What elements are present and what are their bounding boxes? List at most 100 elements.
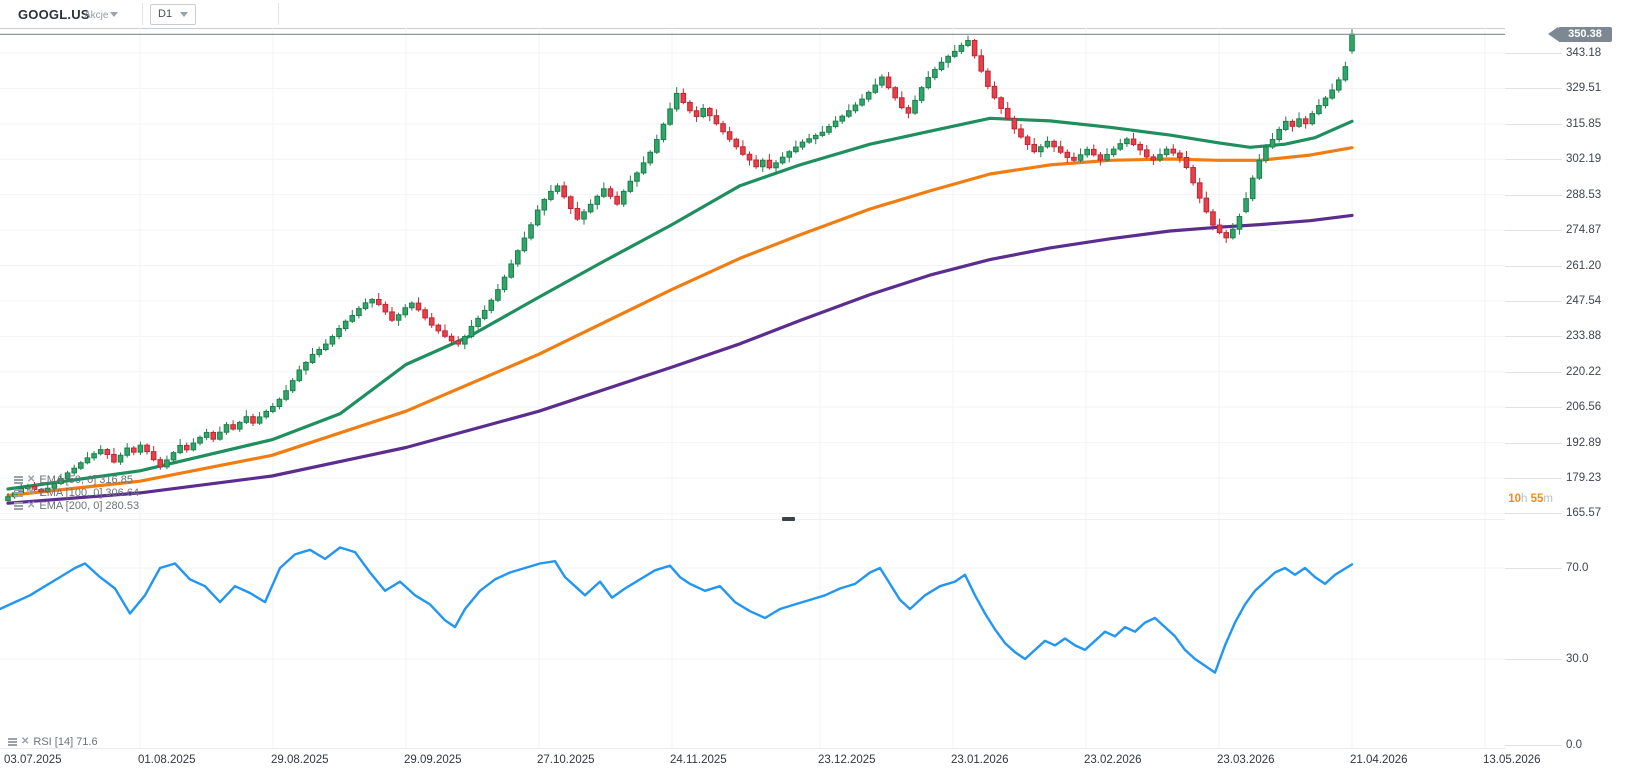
candle-body bbox=[1296, 118, 1302, 127]
candle-body bbox=[1137, 143, 1143, 151]
price-tick-label-stub bbox=[1505, 407, 1562, 409]
candle-body bbox=[289, 380, 296, 392]
candle-body bbox=[1256, 159, 1263, 179]
remove-indicator-icon[interactable]: ✕ bbox=[27, 487, 36, 498]
date-label: 01.08.2025 bbox=[138, 754, 196, 766]
candle-body bbox=[475, 317, 481, 327]
candle-body bbox=[640, 162, 647, 174]
price-tick-label-stub bbox=[1505, 159, 1562, 161]
price-tick-label-stub bbox=[1505, 265, 1562, 267]
candle-body bbox=[1090, 148, 1097, 156]
time-axis[interactable]: 03.07.2025 01.08.2025 29.08.2025 29.09.2025… bbox=[0, 749, 1626, 779]
candle-body bbox=[898, 97, 905, 109]
pane-resize-handle[interactable] bbox=[782, 517, 795, 521]
price-tick-label: 220.22 bbox=[1566, 365, 1602, 378]
candle-body bbox=[720, 123, 726, 133]
candle-body bbox=[839, 115, 846, 122]
candle-body bbox=[819, 131, 826, 136]
candle-body bbox=[1170, 148, 1177, 154]
candle-body bbox=[1282, 120, 1289, 130]
timeframe-selector[interactable] bbox=[150, 4, 196, 25]
ema100-line bbox=[6, 146, 1354, 498]
candle-body bbox=[435, 324, 442, 332]
candle-body bbox=[647, 151, 654, 164]
remove-indicator-icon[interactable]: ✕ bbox=[27, 500, 36, 511]
candle-body bbox=[1216, 224, 1223, 234]
candle-body bbox=[561, 185, 567, 198]
candle-body bbox=[773, 162, 779, 169]
candle-body bbox=[111, 453, 117, 463]
candle-body bbox=[554, 185, 561, 192]
candle-body bbox=[117, 454, 124, 463]
date-label: 03.07.2025 bbox=[4, 754, 62, 766]
countdown-hours: 10 bbox=[1508, 493, 1521, 505]
candle-body bbox=[263, 410, 270, 418]
remove-indicator-icon[interactable]: ✕ bbox=[21, 736, 30, 747]
indicator-settings-icon[interactable] bbox=[8, 738, 17, 746]
candle-body bbox=[322, 343, 329, 351]
candle-body bbox=[912, 99, 918, 114]
candle-body bbox=[753, 159, 759, 168]
date-label: 13.05.2026 bbox=[1483, 754, 1541, 766]
ema50-legend-row: ✕ EMA [50, 0] 316.85 bbox=[14, 474, 133, 486]
indicator-settings-icon[interactable] bbox=[14, 502, 23, 510]
rsi-legend-row: ✕ RSI [14] 71.6 bbox=[8, 736, 98, 748]
candle-body bbox=[667, 108, 673, 125]
candle-body bbox=[733, 138, 740, 148]
rsi-indicator-pane[interactable] bbox=[0, 520, 1505, 748]
candle-body bbox=[528, 224, 534, 239]
candle-body bbox=[1276, 128, 1282, 141]
candle-body bbox=[1057, 146, 1064, 153]
candle-body bbox=[548, 190, 554, 200]
candle-body bbox=[687, 101, 693, 112]
timeframe-value[interactable]: D1 bbox=[158, 8, 173, 20]
candle-body bbox=[1104, 154, 1110, 161]
candle-body bbox=[746, 153, 753, 161]
candle-body bbox=[713, 115, 720, 125]
countdown-minutes: 55 bbox=[1530, 493, 1544, 505]
indicator-settings-icon[interactable] bbox=[14, 476, 23, 484]
candle-body bbox=[501, 276, 508, 291]
candle-body bbox=[203, 431, 210, 438]
candle-body bbox=[587, 203, 594, 213]
price-tick-label: 315.85 bbox=[1566, 117, 1602, 130]
candle-body bbox=[938, 61, 945, 71]
date-label: 29.08.2025 bbox=[271, 754, 329, 766]
candle-body bbox=[700, 107, 706, 117]
candle-body bbox=[422, 309, 428, 319]
current-price-badge: 350.38 bbox=[1558, 26, 1612, 42]
candle-body bbox=[382, 303, 389, 313]
symbol-label[interactable]: GOOGL.US bbox=[18, 7, 90, 22]
candle-body bbox=[210, 431, 217, 440]
price-axis[interactable]: 350.38 10h 55m 343.18 329.51 315.85 302.19 2… bbox=[1505, 26, 1626, 779]
indicator-settings-icon[interactable] bbox=[14, 489, 23, 497]
candle-body bbox=[402, 307, 409, 316]
remove-indicator-icon[interactable]: ✕ bbox=[27, 474, 36, 485]
ema200-legend-label: EMA [200, 0] 280.53 bbox=[39, 500, 140, 512]
candle-body bbox=[1316, 105, 1322, 115]
timeframe-dropdown-caret-icon[interactable] bbox=[180, 12, 188, 17]
symbol-dropdown-caret-icon[interactable] bbox=[110, 12, 118, 17]
candle-body bbox=[130, 447, 137, 453]
candle-body bbox=[985, 70, 991, 87]
candle-body bbox=[236, 421, 243, 430]
candle-body bbox=[634, 172, 640, 182]
candle-body bbox=[97, 449, 104, 455]
candle-body bbox=[1329, 89, 1335, 99]
candle-body bbox=[925, 77, 932, 89]
candle-body bbox=[296, 369, 303, 382]
price-chart-pane[interactable] bbox=[0, 28, 1505, 520]
candle-body bbox=[84, 457, 91, 464]
candle-body bbox=[276, 398, 283, 408]
candle-body bbox=[660, 123, 667, 141]
price-tick-label-stub bbox=[1505, 300, 1562, 302]
header-separator bbox=[142, 3, 143, 25]
candle-body bbox=[521, 237, 528, 252]
candle-body bbox=[978, 55, 985, 72]
candle-body bbox=[885, 76, 892, 89]
candle-body bbox=[428, 317, 435, 326]
candle-body bbox=[409, 302, 415, 309]
ema200-legend-row: ✕ EMA [200, 0] 280.53 bbox=[14, 500, 139, 512]
price-tick-label: 329.51 bbox=[1566, 82, 1602, 95]
candle-body bbox=[1038, 146, 1044, 153]
